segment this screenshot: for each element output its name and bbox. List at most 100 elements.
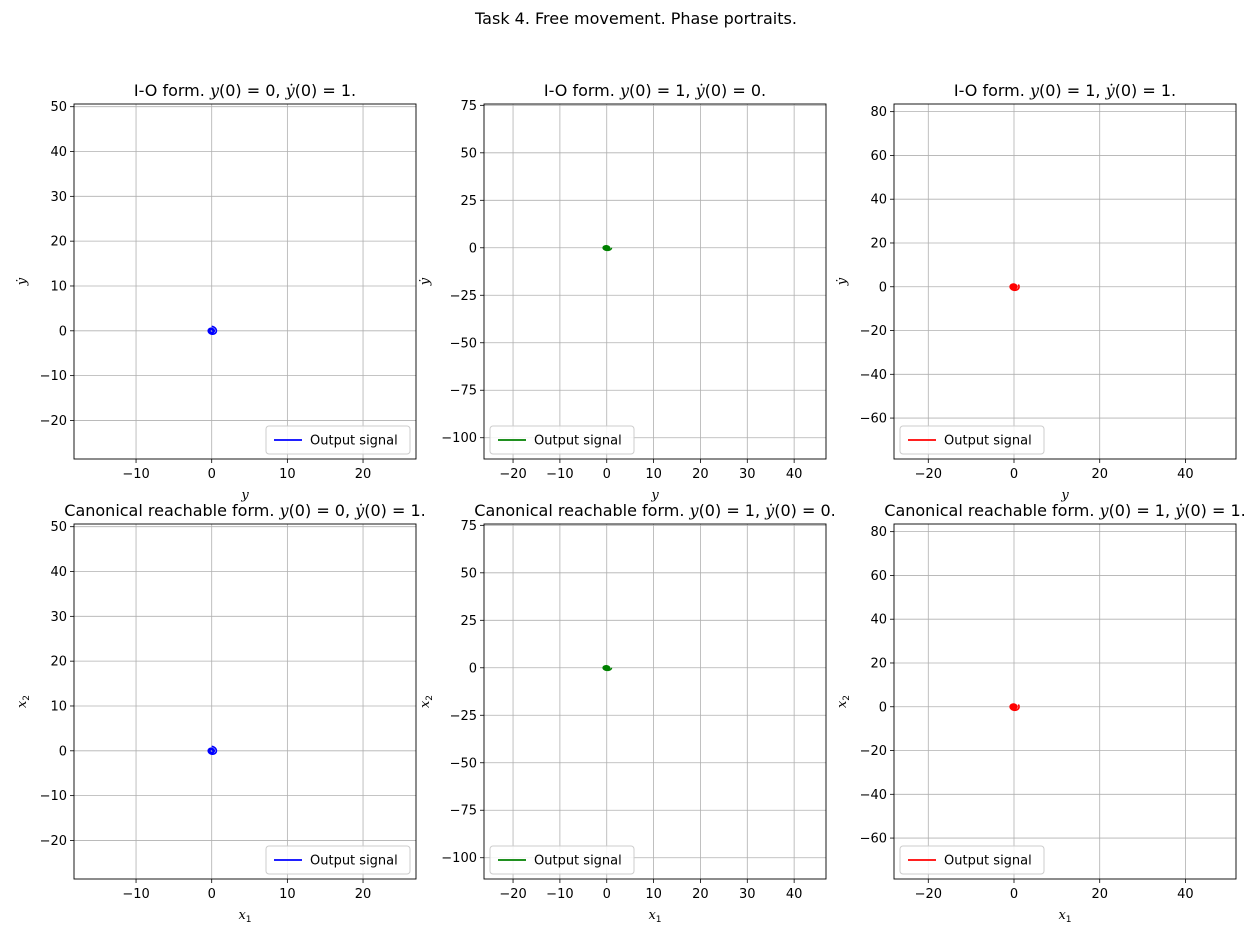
legend-box bbox=[489, 425, 635, 455]
y-tick-label: 75 bbox=[460, 519, 477, 534]
x-tick-label: 0 bbox=[1010, 887, 1018, 902]
legend-box bbox=[899, 425, 1045, 455]
series-line bbox=[602, 245, 613, 252]
axes-frame bbox=[483, 523, 827, 880]
x-tick-label: 20 bbox=[355, 467, 372, 482]
legend-entry: Output signal bbox=[534, 434, 622, 449]
y-tick-label: 0 bbox=[469, 241, 477, 256]
y-tick-label: −60 bbox=[860, 832, 887, 847]
y-tick-label: −75 bbox=[450, 384, 477, 399]
x-tick-label: 10 bbox=[279, 467, 296, 482]
x-tick-label: 20 bbox=[1091, 467, 1108, 482]
legend-entry: Output signal bbox=[944, 434, 1032, 449]
legend-entry: Output signal bbox=[310, 434, 398, 449]
y-tick-label: −20 bbox=[860, 324, 887, 339]
x-axis-label: x1 bbox=[648, 908, 661, 925]
series-line bbox=[207, 745, 218, 755]
y-tick-label: 50 bbox=[460, 146, 477, 161]
y-tick-label: 80 bbox=[870, 525, 887, 540]
y-tick-label: −20 bbox=[40, 834, 67, 849]
y-tick-label: 50 bbox=[460, 566, 477, 581]
x-axis-label: y bbox=[650, 488, 659, 503]
y-tick-label: 50 bbox=[50, 100, 67, 115]
x-axis-label: x1 bbox=[1058, 908, 1071, 925]
x-tick-label: 0 bbox=[603, 887, 611, 902]
legend-box bbox=[899, 845, 1045, 875]
series-line bbox=[1009, 703, 1020, 712]
x-tick-label: 0 bbox=[208, 467, 216, 482]
y-tick-label: −60 bbox=[860, 412, 887, 427]
y-tick-label: −75 bbox=[450, 804, 477, 819]
plot-area bbox=[484, 104, 826, 459]
x-tick-label: 0 bbox=[603, 467, 611, 482]
x-tick-label: 0 bbox=[1010, 467, 1018, 482]
y-tick-label: −10 bbox=[40, 369, 67, 384]
legend: Output signal bbox=[265, 425, 411, 455]
x-tick-label: 20 bbox=[692, 467, 709, 482]
figure-title: Task 4. Free movement. Phase portraits. bbox=[474, 9, 797, 28]
legend-box bbox=[265, 425, 411, 455]
y-tick-label: −100 bbox=[441, 431, 477, 446]
x-tick-label: −20 bbox=[915, 887, 942, 902]
subplot-title: Canonical reachable form. y(0) = 1, ẏ(0)… bbox=[884, 501, 1245, 520]
legend-entry: Output signal bbox=[534, 854, 622, 869]
x-tick-label: 0 bbox=[208, 887, 216, 902]
subplot-title: I-O form. y(0) = 0, ẏ(0) = 1. bbox=[134, 81, 356, 100]
y-tick-label: 40 bbox=[870, 193, 887, 208]
subplot-1: −10 0 10 20 −20 −10 0 10 20 30 40 50 y ẏ I-O form. y(0… bbox=[15, 81, 417, 503]
x-tick-label: 40 bbox=[786, 887, 803, 902]
y-axis-label: x2 bbox=[418, 695, 435, 708]
x-tick-label: 10 bbox=[279, 887, 296, 902]
legend-entry: Output signal bbox=[944, 854, 1032, 869]
subplot-title: Canonical reachable form. y(0) = 1, ẏ(0)… bbox=[474, 501, 835, 520]
x-tick-label: 40 bbox=[1177, 467, 1194, 482]
x-tick-label: 30 bbox=[739, 467, 756, 482]
y-tick-label: −40 bbox=[860, 368, 887, 383]
subplot-2: −20 −10 0 10 20 30 40−100−75−50−250255075yẏI-O… bbox=[418, 81, 827, 503]
x-tick-label: −10 bbox=[546, 887, 573, 902]
y-tick-label: 20 bbox=[50, 235, 67, 250]
x-tick-label: −10 bbox=[122, 467, 149, 482]
plot-area bbox=[484, 524, 826, 879]
x-tick-label: 10 bbox=[645, 887, 662, 902]
legend: Output signal bbox=[265, 845, 411, 875]
x-tick-label: 40 bbox=[1177, 887, 1194, 902]
y-tick-label: −10 bbox=[40, 789, 67, 804]
plot-area bbox=[894, 104, 1236, 459]
legend-entry: Output signal bbox=[310, 854, 398, 869]
y-tick-label: 40 bbox=[50, 565, 67, 580]
legend: Output signal bbox=[899, 845, 1045, 875]
y-tick-label: 60 bbox=[870, 569, 887, 584]
y-tick-label: 10 bbox=[50, 279, 67, 294]
y-tick-label: 30 bbox=[50, 610, 67, 625]
y-axis-label: x2 bbox=[835, 695, 852, 708]
subplot-title: Canonical reachable form. y(0) = 0, ẏ(0)… bbox=[64, 501, 425, 520]
subplot-6: −20 0 20 40 −60 −40 −20 0 20 40 60 80 x1 x2 Canonical … bbox=[835, 501, 1246, 925]
x-tick-label: 40 bbox=[786, 467, 803, 482]
y-axis-label: ẏ bbox=[835, 277, 850, 286]
y-tick-label: −20 bbox=[860, 744, 887, 759]
axes-frame bbox=[893, 103, 1237, 460]
y-tick-label: 0 bbox=[59, 744, 67, 759]
y-tick-label: 25 bbox=[460, 614, 477, 629]
x-tick-label: −20 bbox=[499, 887, 526, 902]
axes-frame bbox=[73, 103, 417, 460]
subplot-title: I-O form. y(0) = 1, ẏ(0) = 0. bbox=[544, 81, 766, 100]
y-tick-label: 10 bbox=[50, 699, 67, 714]
y-tick-label: 0 bbox=[469, 661, 477, 676]
x-tick-label: −10 bbox=[122, 887, 149, 902]
legend: Output signal bbox=[489, 845, 635, 875]
y-tick-label: 50 bbox=[50, 520, 67, 535]
y-tick-label: −25 bbox=[450, 289, 477, 304]
subplot-3: −20 0 20 40 −60 −40 −20 0 20 40 60 80 y ẏ I-O form. y(… bbox=[835, 81, 1237, 503]
y-tick-label: 20 bbox=[870, 236, 887, 251]
y-tick-label: −25 bbox=[450, 709, 477, 724]
y-tick-label: −20 bbox=[40, 414, 67, 429]
x-axis-label: y bbox=[1060, 488, 1069, 503]
axes-frame bbox=[483, 103, 827, 460]
y-axis-label: ẏ bbox=[418, 277, 433, 286]
y-tick-label: 30 bbox=[50, 190, 67, 205]
x-tick-label: 10 bbox=[645, 467, 662, 482]
